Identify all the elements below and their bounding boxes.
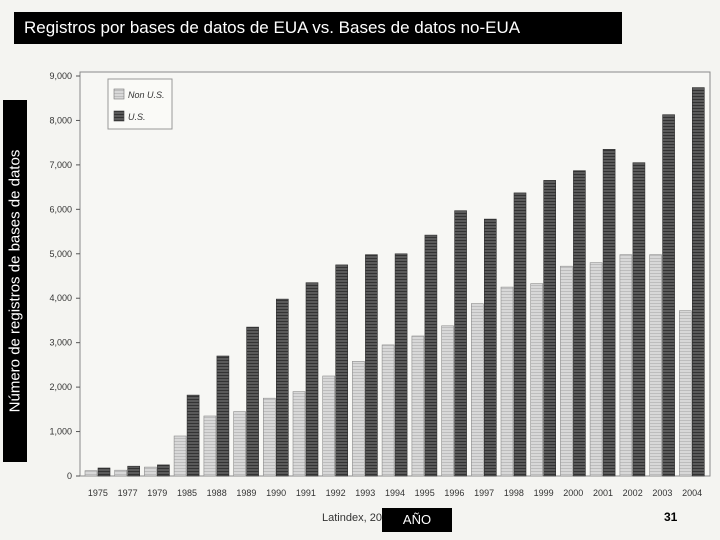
x-tick-label: 2001: [593, 488, 613, 498]
bar-non-us: [619, 254, 633, 477]
bar-us: [513, 192, 527, 477]
y-axis-title: Número de registros de bases de datos: [6, 149, 24, 413]
bar-us: [365, 254, 378, 477]
bars-group: [84, 87, 705, 477]
bar-us: [246, 326, 259, 477]
legend-label-us: U.S.: [128, 112, 146, 122]
bar-us: [157, 464, 170, 477]
y-axis-title-box: Número de registros de bases de datos: [3, 100, 27, 462]
bar-non-us: [262, 397, 276, 477]
bar-us: [394, 253, 408, 477]
x-axis-title: AÑO: [382, 508, 452, 532]
bar-non-us: [589, 262, 603, 477]
bar-us: [275, 298, 289, 477]
chart-title: Registros por bases de datos de EUA vs. …: [14, 12, 622, 44]
x-tick-label: 2002: [623, 488, 643, 498]
page-number: 31: [664, 510, 678, 524]
x-tick-label: 1990: [266, 488, 286, 498]
bar-non-us: [678, 310, 692, 477]
x-tick-label: 1985: [177, 488, 197, 498]
bar-non-us: [114, 469, 127, 477]
bar-non-us: [470, 303, 484, 477]
x-tick-label: 1995: [415, 488, 435, 498]
bar-us: [97, 467, 111, 477]
bar-us: [662, 114, 675, 477]
x-tick-label: 1991: [296, 488, 316, 498]
legend: Non U.S. U.S.: [107, 78, 173, 130]
bar-us: [186, 394, 200, 477]
x-tick-label: 1977: [118, 488, 138, 498]
y-tick-label: 6,000: [49, 204, 72, 214]
x-tick-label: 2004: [682, 488, 702, 498]
x-tick-label: 1992: [326, 488, 346, 498]
x-tick-label: 1994: [385, 488, 405, 498]
bar-non-us: [441, 325, 454, 477]
bar-non-us: [411, 335, 425, 477]
x-tick-label: 1993: [355, 488, 375, 498]
bar-non-us: [649, 254, 662, 477]
y-tick-label: 9,000: [49, 71, 72, 81]
bar-us: [632, 162, 646, 477]
x-tick-label: 1996: [444, 488, 464, 498]
y-tick-label: 5,000: [49, 249, 72, 259]
bar-non-us: [173, 435, 187, 477]
bar-us: [602, 149, 616, 477]
x-tick-label: 1999: [534, 488, 554, 498]
x-tick-label: 1998: [504, 488, 524, 498]
legend-label-non-us: Non U.S.: [128, 90, 165, 100]
bar-non-us: [381, 344, 395, 477]
source-note: Latindex, 20: [322, 512, 382, 524]
x-tick-label: 1988: [207, 488, 227, 498]
bar-us: [305, 282, 319, 477]
bar-us: [127, 465, 140, 477]
y-tick-label: 2,000: [49, 382, 72, 392]
bar-non-us: [292, 391, 306, 477]
legend-swatch-us: [113, 110, 125, 122]
x-tick-label: 1975: [88, 488, 108, 498]
bar-us: [691, 87, 705, 477]
bar-non-us: [500, 286, 514, 477]
bar-non-us: [530, 283, 544, 477]
bar-us: [543, 180, 557, 477]
x-tick-label: 1989: [236, 488, 256, 498]
bar-us: [454, 210, 467, 477]
y-tick-label: 7,000: [49, 160, 72, 170]
x-tick-label: 1997: [474, 488, 494, 498]
x-tick-label: 2003: [652, 488, 672, 498]
x-axis: 1975 1977 1979 1985 1988 1989 1990 1991 1992 1993…: [88, 488, 702, 498]
bar-non-us: [352, 360, 365, 477]
x-tick-label: 1979: [147, 488, 167, 498]
y-tick-label: 1,000: [49, 427, 72, 437]
x-tick-label: 2000: [563, 488, 583, 498]
bar-us: [483, 218, 497, 477]
y-tick-label: 0: [67, 471, 72, 481]
bar-us: [216, 355, 230, 477]
y-tick-label: 8,000: [49, 115, 72, 125]
bar-us: [335, 264, 349, 477]
y-tick-label: 3,000: [49, 338, 72, 348]
bar-us: [573, 170, 586, 477]
y-tick-label: 4,000: [49, 293, 72, 303]
bar-non-us: [322, 375, 336, 477]
y-axis: 0 1,000 2,000 3,000 4,000 5,000 6,000 7,000 8,00…: [49, 71, 80, 481]
bar-non-us: [84, 470, 98, 477]
bar-non-us: [203, 415, 217, 477]
legend-swatch-non-us: [113, 88, 125, 100]
bar-non-us: [560, 265, 573, 477]
bar-us: [424, 234, 438, 477]
bar-non-us: [144, 466, 157, 477]
bar-non-us: [233, 411, 246, 477]
